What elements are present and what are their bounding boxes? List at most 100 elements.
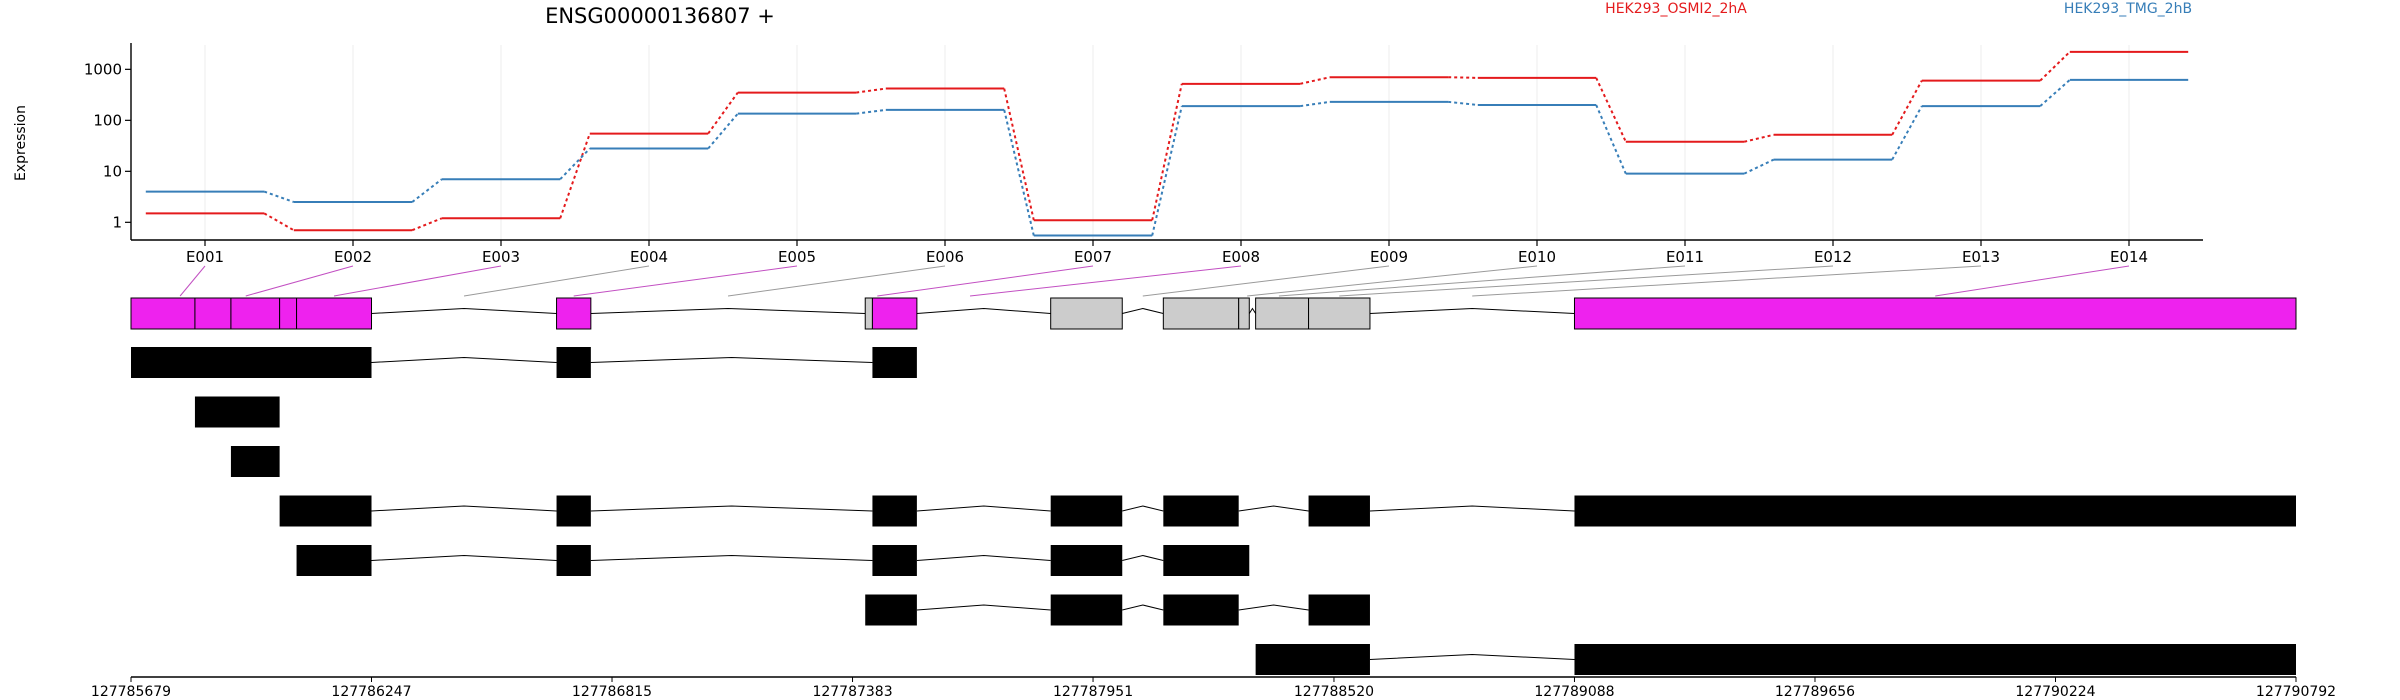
- series-connector: [1448, 76, 1478, 79]
- intron-line: [1122, 554, 1164, 561]
- transcript-exon: [1574, 644, 2296, 675]
- series-connector: [1595, 77, 1627, 143]
- gene-model-exon: [194, 297, 232, 330]
- series-connector: [1151, 105, 1183, 236]
- series-connector: [1003, 88, 1035, 221]
- gene-model-exon: [296, 297, 373, 330]
- transcript-exon: [556, 347, 591, 378]
- series-connector: [559, 133, 591, 219]
- y-tick-label: 100: [93, 111, 122, 129]
- transcript-exon: [1163, 495, 1239, 527]
- gene-model-exon: [1050, 297, 1123, 330]
- intron-line: [1122, 307, 1164, 314]
- intron-line: [1122, 604, 1164, 611]
- x-tick-label: E003: [482, 248, 520, 266]
- transcript-tracks: [131, 347, 2296, 675]
- transcript-exon: [865, 594, 917, 626]
- exon-mapping-line: [727, 265, 946, 297]
- transcript-row: [296, 545, 1250, 576]
- gene-model-exon: [864, 297, 873, 330]
- intron-line: [916, 307, 1051, 314]
- transcript-row: [279, 495, 2296, 527]
- series-connector: [856, 108, 886, 115]
- series-connector: [2039, 51, 2071, 82]
- series-connector: [707, 113, 739, 150]
- gene-model-exon: [1308, 297, 1371, 330]
- genomic-tick-label: 127790224: [2015, 684, 2095, 700]
- transcript-exon: [1050, 594, 1123, 626]
- transcript-exon: [1308, 594, 1370, 626]
- series-connector: [1448, 100, 1478, 106]
- series-connector: [1743, 133, 1775, 143]
- series-connector: [263, 190, 295, 203]
- series-connector: [707, 91, 739, 135]
- series-connector: [263, 212, 295, 232]
- series-connector: [559, 147, 591, 180]
- transcript-row: [194, 396, 280, 428]
- gene-model-exon: [1162, 297, 1240, 330]
- legend-entry-tmg: HEK293_TMG_2hB: [2064, 1, 2192, 17]
- genomic-coordinate-axis: 127785679 127786247 127786815 127787383 1277…: [91, 676, 2336, 700]
- exon-mapping-line: [1247, 265, 1538, 297]
- series-connector: [411, 217, 443, 232]
- transcript-exon: [872, 545, 917, 576]
- transcript-exon: [1308, 495, 1370, 527]
- gene-model-exon: [1573, 297, 2297, 330]
- intron-line: [1238, 604, 1309, 611]
- x-tick-label: E005: [778, 248, 816, 266]
- transcript-exon: [1163, 594, 1239, 626]
- exon-mapping-line: [1278, 265, 1686, 297]
- exon-mapping-line: [245, 265, 354, 297]
- transcript-exon: [872, 347, 917, 378]
- exon-mapping-lines: [179, 265, 2130, 297]
- genomic-tick-label: 127790792: [2256, 684, 2336, 700]
- genomic-tick-label: 127787383: [812, 684, 892, 700]
- series-connector: [411, 178, 443, 203]
- gene-model-track: [130, 297, 2297, 330]
- gene-model-exon: [130, 297, 196, 330]
- transcript-exon: [872, 495, 917, 527]
- x-tick-label: E011: [1666, 248, 1704, 266]
- intron-line: [1248, 307, 1257, 314]
- x-tick-label: E009: [1370, 248, 1408, 266]
- y-tick-label: 10: [103, 162, 122, 180]
- transcript-exon: [230, 446, 280, 477]
- y-axis-label: Expression: [13, 105, 29, 181]
- intron-line: [371, 356, 557, 363]
- gene-model-exon: [556, 297, 592, 330]
- intron-line: [371, 307, 557, 314]
- series-connector: [1300, 100, 1330, 108]
- x-tick-label: E010: [1518, 248, 1556, 266]
- transcript-exon: [194, 396, 280, 428]
- transcript-exon: [1163, 545, 1250, 576]
- transcript-exon: [279, 495, 372, 527]
- intron-line: [590, 554, 873, 561]
- transcript-exon: [1050, 545, 1123, 576]
- transcript-exon: [556, 545, 591, 576]
- x-tick-label: E004: [630, 248, 668, 266]
- exon-mapping-line: [1339, 265, 1834, 297]
- transcript-row: [131, 347, 917, 378]
- gene-model-exon: [871, 297, 918, 330]
- intron-line: [590, 356, 873, 363]
- transcript-row: [230, 446, 280, 477]
- x-tick-label: E006: [926, 248, 964, 266]
- exon-mapping-line: [877, 265, 1094, 297]
- series-connector: [1151, 83, 1183, 221]
- transcript-exon: [1050, 495, 1123, 527]
- y-tick-label: 1: [112, 213, 122, 231]
- intron-line: [590, 307, 866, 314]
- intron-line: [371, 554, 557, 561]
- intron-line: [1369, 505, 1575, 512]
- x-tick-label: E013: [1962, 248, 2000, 266]
- intron-line: [1122, 505, 1164, 512]
- x-tick-label: E012: [1814, 248, 1852, 266]
- genomic-tick-label: 127788520: [1294, 684, 1374, 700]
- gene-model-exon: [230, 297, 281, 330]
- y-tick-label: 1000: [84, 60, 122, 78]
- x-tick-label: E014: [2110, 248, 2148, 266]
- intron-line: [916, 554, 1051, 561]
- x-tick-label: E007: [1074, 248, 1112, 266]
- intron-line: [916, 604, 1051, 611]
